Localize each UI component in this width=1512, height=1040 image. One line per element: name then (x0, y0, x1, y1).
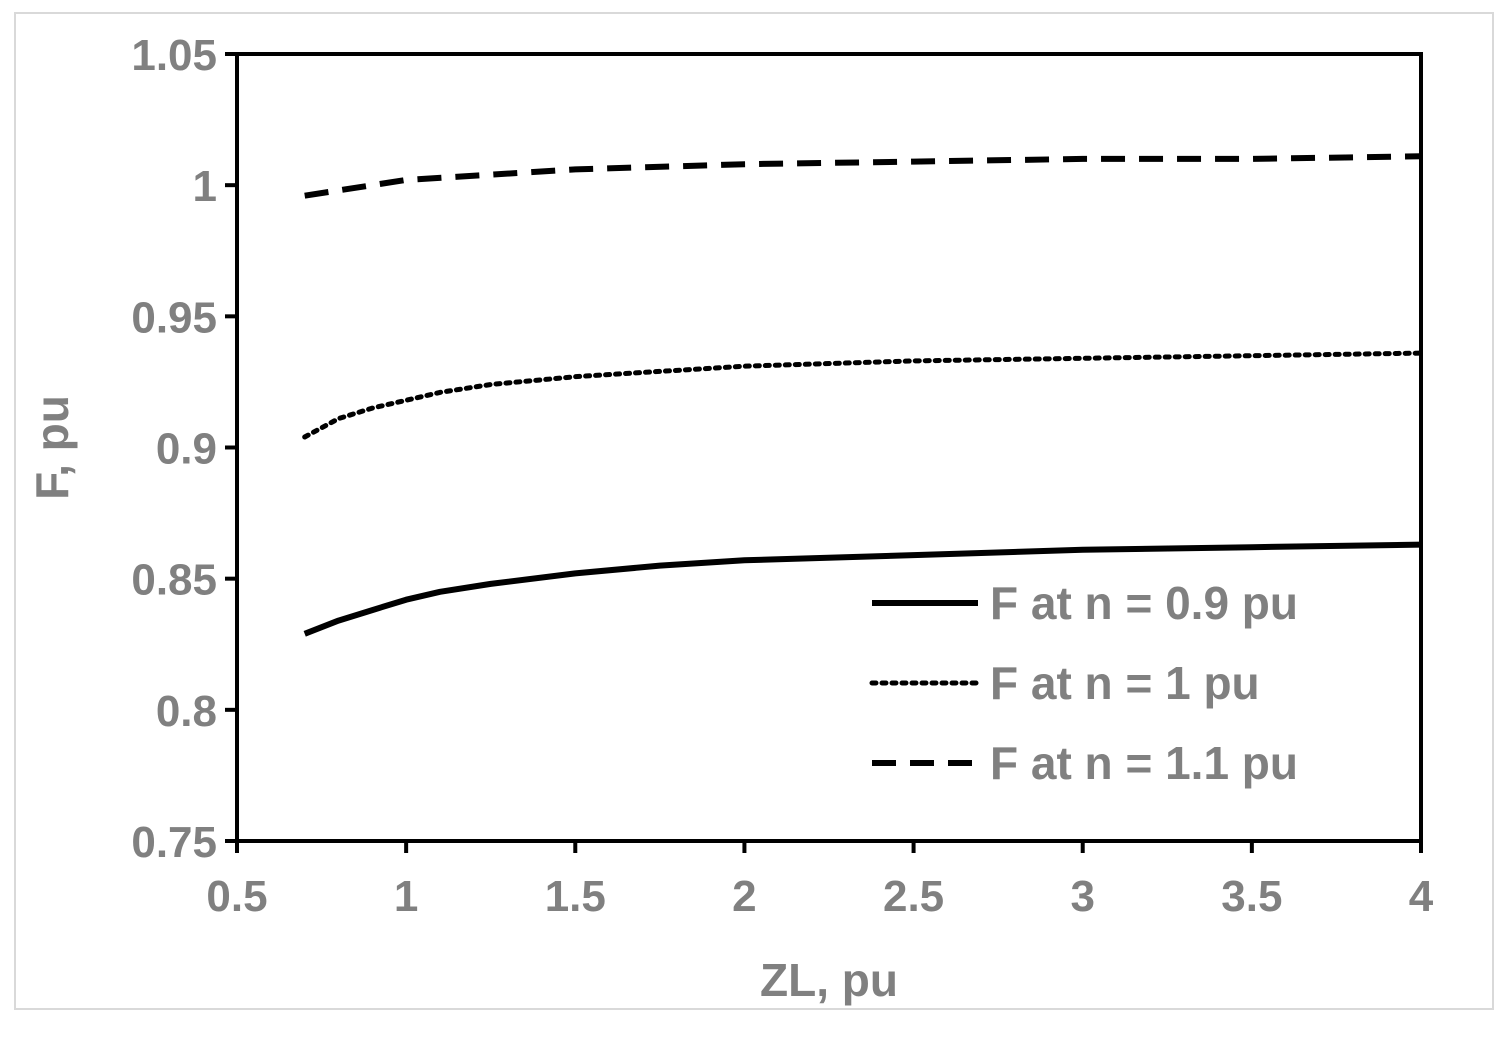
x-tick-label: 2.5 (883, 872, 944, 921)
series-line-3 (304, 153, 1422, 199)
x-tick-label: 1.5 (545, 872, 606, 921)
plot-area (235, 52, 1423, 843)
chart-frame (14, 12, 1494, 1010)
y-axis-title: F, pu (26, 395, 78, 500)
y-tick-label: 1.05 (131, 31, 217, 80)
y-tick-label: 0.85 (131, 556, 217, 605)
ticks-layer: 0.5 1 1.5 2 2.5 3 3.5 4 0.75 0.8 0.85 0.9 0.95 1 1.05 (131, 31, 1433, 921)
x-tick-label: 1 (394, 872, 418, 921)
x-tick-label: 4 (1409, 872, 1434, 921)
series-layer (302, 153, 1424, 637)
x-tick-label: 2 (732, 872, 756, 921)
y-tick-label: 0.75 (131, 818, 217, 867)
y-tick-label: 0.8 (156, 687, 217, 736)
legend-label-1: F at n = 0.9 pu (990, 577, 1298, 629)
x-tick-label: 3 (1070, 872, 1094, 921)
x-tick-label: 0.5 (206, 872, 267, 921)
y-tick-label: 0.9 (156, 425, 217, 474)
legend-label-3: F at n = 1.1 pu (990, 737, 1298, 789)
y-tick-label: 1 (193, 162, 217, 211)
x-axis-title: ZL, pu (760, 954, 898, 1006)
series-line-2 (302, 350, 1424, 440)
legend: F at n = 0.9 pu F at n = 1 pu F at n = 1.1… (869, 577, 1298, 789)
series-line-1 (303, 541, 1422, 637)
legend-label-2: F at n = 1 pu (990, 657, 1260, 709)
y-tick-label: 0.95 (131, 293, 217, 342)
x-tick-label: 3.5 (1221, 872, 1282, 921)
